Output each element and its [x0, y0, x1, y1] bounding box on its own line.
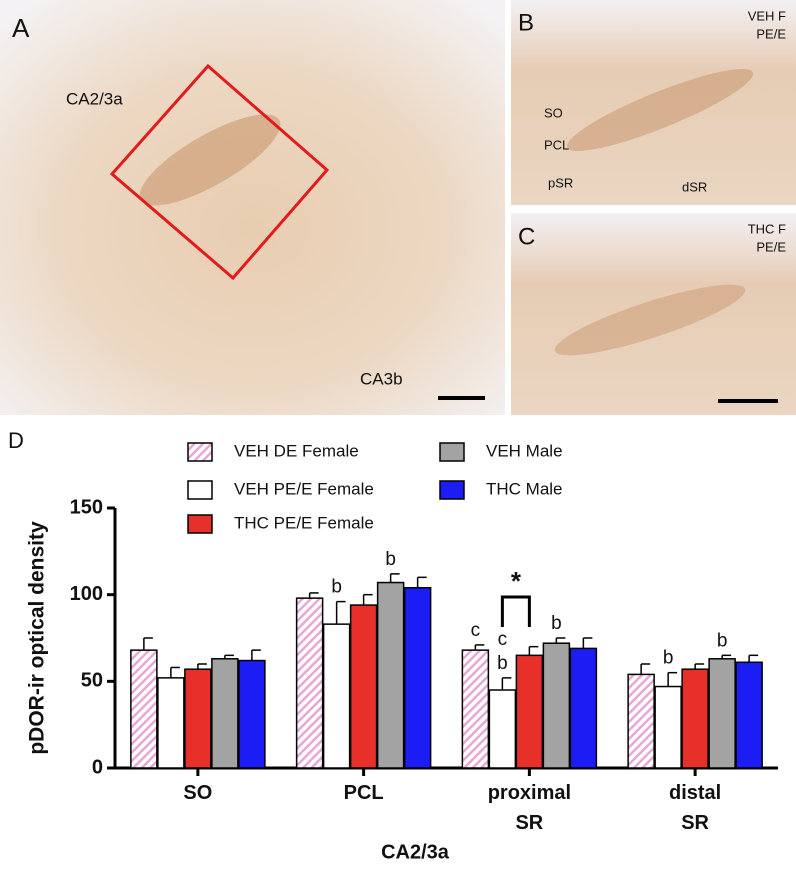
cell-layer: [139, 114, 281, 206]
panel-letter: A: [12, 13, 30, 43]
bar: [157, 677, 185, 769]
bar: [184, 668, 212, 769]
bar: [322, 623, 351, 769]
layer-label: dSR: [682, 179, 707, 194]
bar: [130, 649, 158, 769]
significance-letter: b: [663, 648, 674, 669]
panel-letter: B: [518, 9, 534, 36]
legend-swatch: [187, 514, 213, 534]
x-tick-label-line: SR: [515, 812, 543, 834]
bar: [681, 668, 709, 769]
x-tick-label-line: SO: [183, 782, 212, 804]
x-tick-label: PCL: [344, 782, 384, 804]
region-label: CA2/3a: [66, 89, 123, 108]
legend-label: THC PE/E Female: [234, 513, 374, 532]
bar: [295, 597, 324, 769]
x-tick-label-line: SR: [681, 812, 709, 834]
x-tick-label-line: proximal: [488, 782, 571, 804]
legend-swatch: [187, 480, 213, 500]
bar: [515, 654, 544, 769]
legend-label: VEH Male: [486, 441, 563, 460]
region-box: [109, 63, 330, 281]
x-tick-label-line: PCL: [344, 782, 384, 804]
panel-letter: C: [518, 223, 535, 250]
y-tick-label: 0: [92, 756, 103, 778]
legend-label: THC Male: [486, 479, 563, 498]
bar: [376, 581, 405, 769]
y-tick-label: 150: [70, 496, 103, 518]
legend-swatch: [439, 442, 465, 462]
significance-letter: b: [331, 577, 342, 598]
layer-label: PCL: [544, 137, 569, 152]
x-tick-label-line: distal: [669, 782, 721, 804]
x-axis-label: CA2/3a: [381, 841, 450, 863]
bar: [488, 689, 517, 769]
group-label: PE/E: [756, 239, 786, 254]
legend-swatch: [439, 480, 465, 500]
significance-letter: c: [471, 620, 481, 641]
cell-layer: [554, 284, 746, 356]
significance-letter: b: [717, 630, 728, 651]
bar: [542, 642, 571, 769]
bar: [211, 658, 239, 769]
x-tick-label: SO: [183, 782, 212, 804]
micrograph-a: [0, 0, 505, 415]
panel-letter: D: [8, 428, 24, 453]
layer-label: pSR: [548, 175, 573, 190]
significance-letter: b: [551, 613, 562, 634]
bar: [238, 659, 266, 769]
legend-swatch: [187, 442, 213, 462]
bar: [569, 647, 598, 769]
layer-label: SO: [544, 105, 563, 120]
legend-label: VEH DE Female: [234, 441, 359, 460]
bar: [654, 685, 682, 769]
x-tick-label: distal SR: [669, 782, 721, 834]
bracket: [500, 595, 531, 627]
bar: [349, 604, 378, 769]
significance-letter: c: [498, 629, 508, 650]
group-label: THC F: [748, 221, 786, 236]
bar: [403, 586, 432, 769]
significance-letter: b: [497, 653, 508, 674]
legend-label: VEH PE/E Female: [234, 479, 374, 498]
bracket-label: *: [511, 566, 522, 596]
bar: [735, 661, 763, 769]
region-label: CA3b: [360, 369, 403, 388]
bar: [708, 658, 736, 769]
y-tick-label: 50: [81, 670, 103, 692]
significance-letter: b: [385, 549, 396, 570]
group-label: PE/E: [756, 26, 786, 41]
group-label: VEH F: [748, 8, 786, 23]
x-tick-label: proximal SR: [488, 782, 571, 834]
bar: [627, 673, 655, 769]
y-axis-label: pDOR-ir optical density: [26, 521, 49, 755]
y-tick-label: 100: [70, 583, 103, 605]
cell-layer: [567, 68, 753, 152]
bar: [461, 649, 490, 769]
